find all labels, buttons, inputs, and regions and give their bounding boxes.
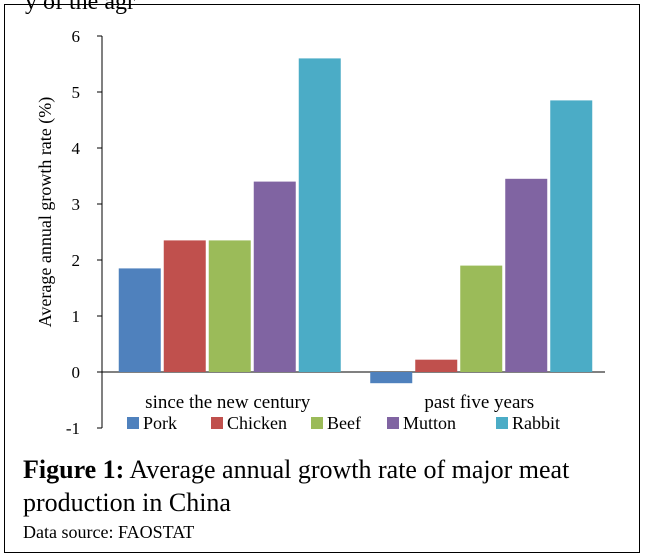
data-source-note: Data source: FAOSTAT [23,522,195,542]
bar-pork-0 [118,268,161,372]
caption-text: Average annual growth rate of major meat… [23,455,570,517]
legend-label-pork: Pork [143,413,177,433]
figure-frame: y of the agr -1 0 1 2 3 4 5 6 Average annual gro… [4,0,640,553]
bar-mutton-0 [253,181,296,372]
x-category-label: past five years [424,392,534,413]
y-tick-label: 6 [72,27,81,46]
bar-pork-1 [370,372,413,384]
y-tick-label: 5 [72,83,81,102]
y-tick-label: 2 [72,251,81,270]
x-category-labels: since the new century past five years [145,392,534,413]
bar-rabbit-0 [298,58,341,373]
y-axis-title: Average annual growth rate (%) [35,97,56,328]
legend-label-beef: Beef [327,413,361,433]
y-tick-label: 0 [72,363,81,382]
y-tick-label: 3 [72,195,81,214]
bar-chicken-0 [163,240,206,372]
caption-figure-label: Figure 1: [23,455,125,484]
y-tick-label: -1 [66,419,80,438]
bar-mutton-1 [505,178,548,372]
legend-swatch-pork [127,417,139,429]
bar-beef-0 [208,240,251,372]
legend-swatch-rabbit [496,417,508,429]
bar-rabbit-1 [550,100,593,373]
figure-caption: Figure 1: Average annual growth rate of … [23,453,623,519]
chart-legend: Pork Chicken Beef Mutton Rabbit [127,413,560,433]
bar-beef-1 [460,265,503,372]
chart-bars [118,58,593,384]
legend-label-rabbit: Rabbit [512,413,560,433]
legend-swatch-chicken [211,417,223,429]
legend-label-mutton: Mutton [403,413,456,433]
legend-swatch-beef [311,417,323,429]
legend-label-chicken: Chicken [227,413,287,433]
bar-chicken-1 [415,359,458,372]
legend-swatch-mutton [387,417,399,429]
cropped-heading-text: y of the agr [25,0,135,15]
y-tick-label: 1 [72,307,81,326]
y-tick-label: 4 [72,139,81,158]
x-category-label: since the new century [145,392,311,413]
